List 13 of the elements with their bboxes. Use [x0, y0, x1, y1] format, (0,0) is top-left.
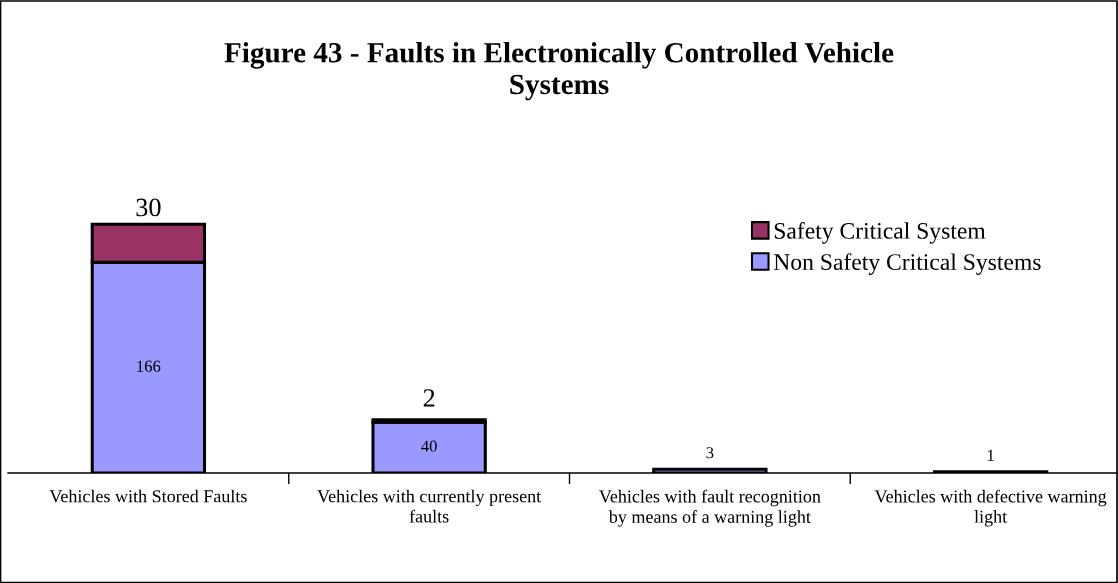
legend-label: Safety Critical System	[774, 222, 986, 244]
data-label: 166	[137, 360, 161, 372]
chart-title: Figure 43 - Faults in Electronically Controlled Vehicle Systems	[224, 42, 894, 101]
legend-label: Non Safety Critical Systems	[773, 253, 1041, 275]
x-tick-label: Vehicles with currently present faults	[317, 489, 542, 523]
x-tick-label: Vehicles with fault recognition by means of a warning light	[599, 489, 821, 527]
data-label: 30	[136, 198, 161, 217]
x-tick-label: Vehicles with Stored Faults	[49, 489, 247, 503]
data-label: 2	[423, 389, 435, 407]
data-label: 3	[706, 447, 714, 459]
data-label: 40	[421, 440, 437, 452]
data-label: 1	[987, 449, 994, 461]
x-tick-label: Vehicles with defective warning light	[874, 489, 1107, 527]
